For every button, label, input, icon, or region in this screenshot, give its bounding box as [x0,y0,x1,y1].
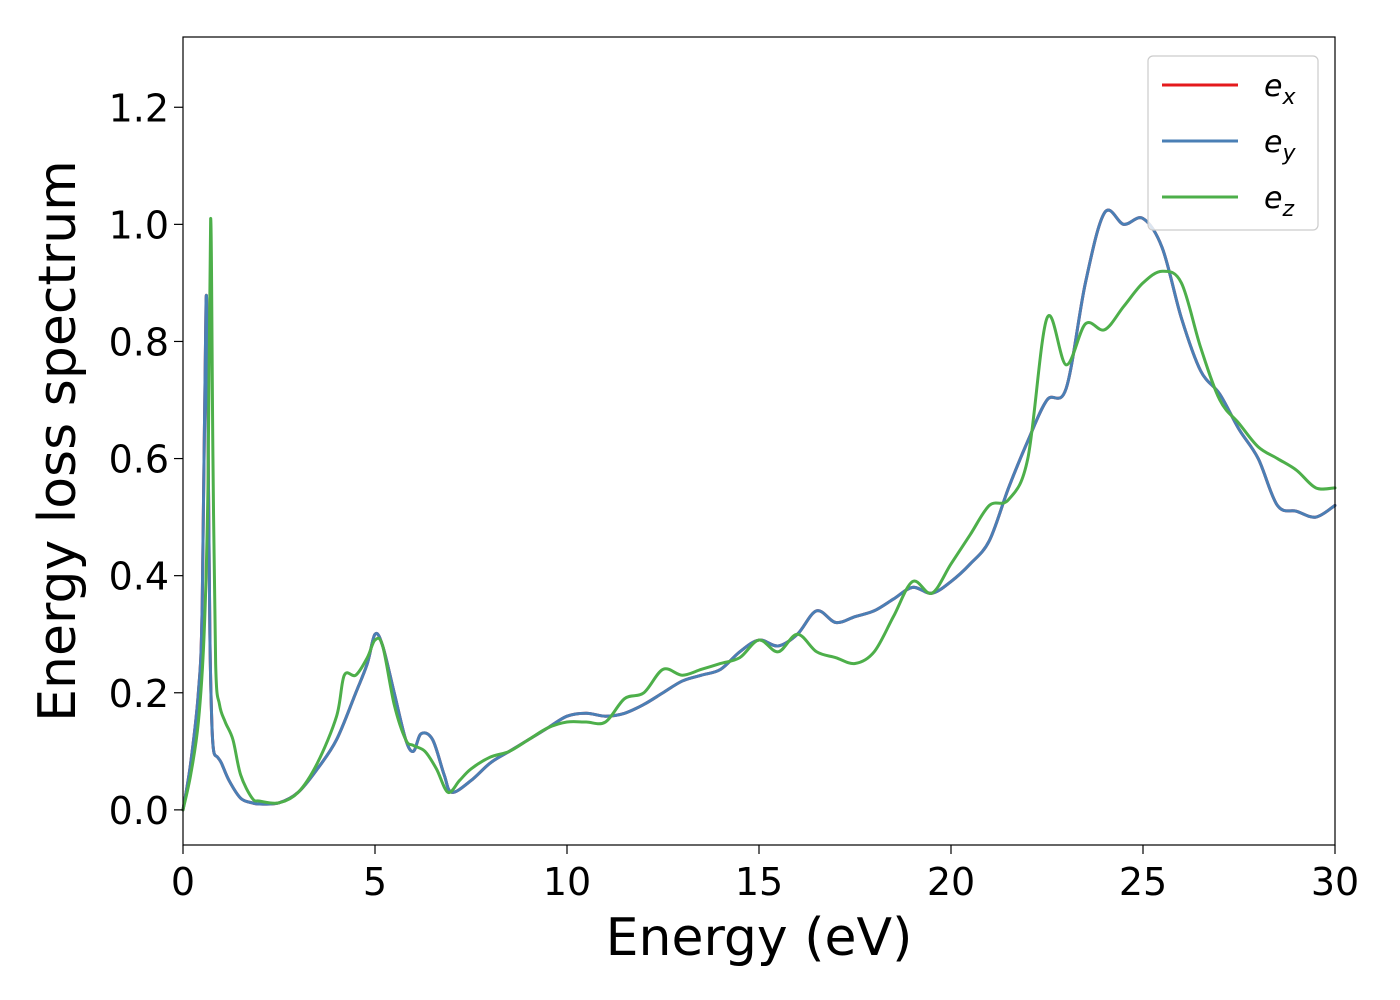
legend-box [1147,55,1319,231]
y-tick-label: 0.6 [109,438,169,482]
y-axis-title: Energy loss spectrum [28,160,88,722]
x-tick-label: 0 [171,860,195,904]
x-tick-label: 15 [735,860,783,904]
legend-label-e-x: ex [1264,69,1296,110]
series-layer [181,208,1337,812]
y-tick-label: 1.2 [109,86,169,130]
series-line-e-z [181,216,1337,812]
legend-label-e-z: ez [1264,181,1294,222]
series-line-e-y [181,208,1337,812]
y-tick-label: 1.0 [109,203,169,247]
x-axis: 0 5 10 15 20 25 30 [171,845,1359,904]
y-axis: 0.0 0.2 0.4 0.6 0.8 1.0 1.2 [109,86,183,833]
x-tick-label: 10 [543,860,591,904]
y-tick-label: 0.4 [109,555,169,599]
x-tick-label: 30 [1311,860,1359,904]
x-tick-label: 20 [927,860,975,904]
y-tick-label: 0.2 [109,672,169,716]
y-tick-label: 0.8 [109,320,169,364]
y-tick-label: 0.0 [109,789,169,833]
legend: ex ey ez [1147,55,1319,231]
legend-label-e-y: ey [1264,125,1296,166]
x-axis-title: Energy (eV) [606,908,913,968]
x-tick-label: 5 [363,860,387,904]
x-tick-label: 25 [1119,860,1167,904]
plot-background [183,37,1335,845]
